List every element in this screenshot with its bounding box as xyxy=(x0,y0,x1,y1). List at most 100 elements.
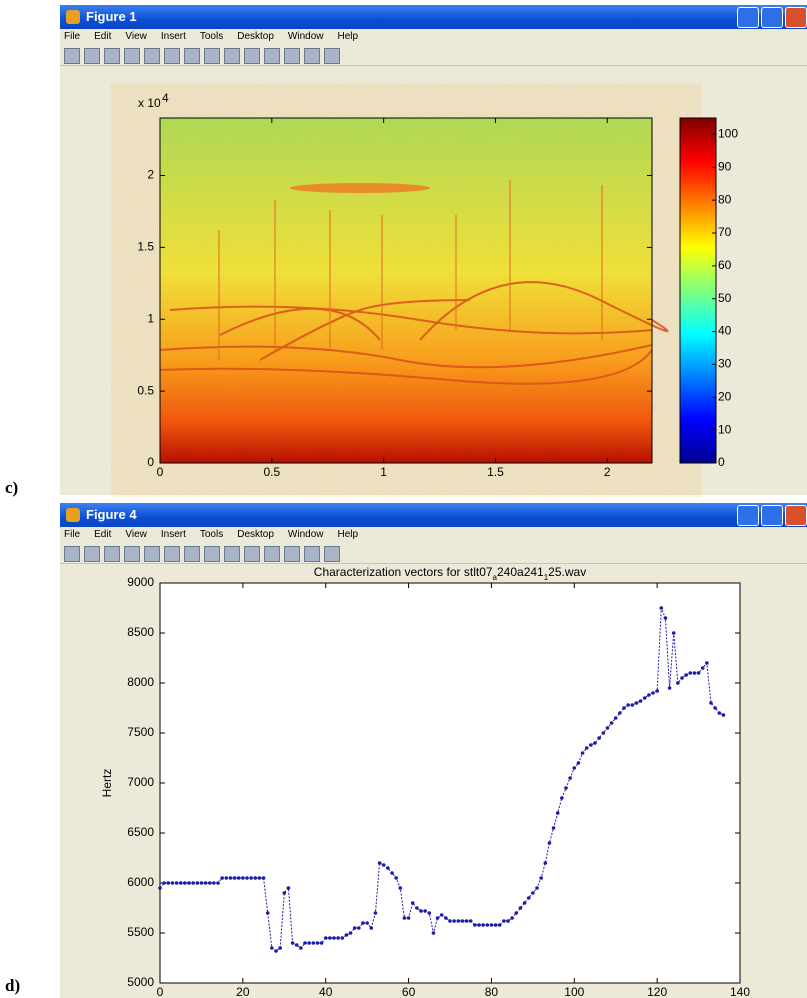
point xyxy=(555,811,560,815)
tool[interactable] xyxy=(204,546,220,562)
menu-item[interactable]: Tools xyxy=(199,529,224,540)
menu-item[interactable]: View xyxy=(125,31,147,42)
maximize[interactable] xyxy=(761,7,783,28)
point xyxy=(187,881,191,885)
point xyxy=(423,909,427,913)
point xyxy=(299,946,303,950)
tool[interactable] xyxy=(184,546,200,562)
tool[interactable] xyxy=(84,48,100,64)
window-title: Figure 4 xyxy=(86,507,137,522)
minimize[interactable] xyxy=(737,7,759,28)
tool[interactable] xyxy=(144,546,160,562)
tool[interactable] xyxy=(104,48,120,64)
point xyxy=(659,606,664,610)
tool[interactable] xyxy=(64,546,80,562)
tool[interactable] xyxy=(224,48,240,64)
point xyxy=(696,671,701,675)
tool[interactable] xyxy=(304,48,320,64)
window-title: Figure 1 xyxy=(86,9,137,24)
menu-item[interactable]: File xyxy=(64,529,81,540)
colorbar-tick-label: 50 xyxy=(718,291,732,305)
menu-item[interactable]: Insert xyxy=(160,529,186,540)
point xyxy=(386,866,390,870)
axes-box xyxy=(159,117,653,464)
point xyxy=(680,676,684,680)
tool[interactable] xyxy=(204,48,220,64)
tool[interactable] xyxy=(264,48,280,64)
x-tick-label: 0 xyxy=(157,985,164,998)
colorbar-tick-label: 100 xyxy=(718,127,738,141)
maximize[interactable] xyxy=(761,505,783,526)
point xyxy=(634,701,639,705)
point xyxy=(493,923,498,927)
tool[interactable] xyxy=(324,546,340,562)
tool[interactable] xyxy=(324,48,340,64)
point xyxy=(357,926,361,930)
menu-item[interactable]: View xyxy=(125,529,147,540)
point xyxy=(692,671,697,675)
tool[interactable] xyxy=(184,48,200,64)
point xyxy=(688,671,693,675)
title-part: a xyxy=(493,573,498,582)
x-tick-label: 0 xyxy=(157,465,164,479)
point xyxy=(265,911,270,915)
menu-item[interactable]: Edit xyxy=(94,31,112,42)
point xyxy=(174,881,179,885)
point xyxy=(427,911,432,915)
tool[interactable] xyxy=(244,48,260,64)
menu-item[interactable]: Window xyxy=(287,529,324,540)
tool[interactable] xyxy=(284,48,300,64)
tool[interactable] xyxy=(124,546,140,562)
menu-item[interactable]: Help xyxy=(337,31,359,42)
point xyxy=(667,686,672,690)
tool[interactable] xyxy=(124,48,140,64)
point xyxy=(311,941,316,945)
minimize[interactable] xyxy=(737,505,759,526)
menu-item[interactable]: Desktop xyxy=(237,31,274,42)
menu-item[interactable]: Insert xyxy=(160,31,186,42)
tool[interactable] xyxy=(244,546,260,562)
point xyxy=(257,876,262,880)
point xyxy=(452,919,456,923)
tool[interactable] xyxy=(64,48,80,64)
y-tick-label: 1 xyxy=(147,311,154,325)
tool[interactable] xyxy=(224,546,240,562)
point xyxy=(158,886,162,890)
point xyxy=(369,926,374,930)
menu-item[interactable]: Tools xyxy=(199,31,224,42)
tool[interactable] xyxy=(164,48,180,64)
point xyxy=(663,616,668,620)
point xyxy=(464,919,469,923)
y-tick-label: 8500 xyxy=(127,625,154,639)
point xyxy=(348,931,353,935)
point xyxy=(518,906,523,910)
point xyxy=(589,743,593,747)
point xyxy=(328,936,332,940)
tool[interactable] xyxy=(304,546,320,562)
point xyxy=(216,881,220,885)
point xyxy=(195,881,200,885)
menu-item[interactable]: Edit xyxy=(94,529,112,540)
menu-item[interactable]: File xyxy=(64,31,81,42)
y-tick-label: 2 xyxy=(147,168,154,182)
tool[interactable] xyxy=(284,546,300,562)
tool[interactable] xyxy=(104,546,120,562)
point xyxy=(377,861,382,865)
tool[interactable] xyxy=(84,546,100,562)
point xyxy=(236,876,241,880)
tool[interactable] xyxy=(264,546,280,562)
y-tick-label: 5500 xyxy=(127,925,154,939)
menu-item[interactable]: Window xyxy=(287,31,324,42)
point xyxy=(535,886,539,890)
point xyxy=(522,901,527,905)
point xyxy=(170,881,175,885)
point xyxy=(568,776,572,780)
point xyxy=(336,936,340,940)
point xyxy=(183,881,187,885)
menu-item[interactable]: Help xyxy=(337,529,359,540)
point xyxy=(605,726,610,730)
tool[interactable] xyxy=(164,546,180,562)
menu-item[interactable]: Desktop xyxy=(237,529,274,540)
tool[interactable] xyxy=(144,48,160,64)
